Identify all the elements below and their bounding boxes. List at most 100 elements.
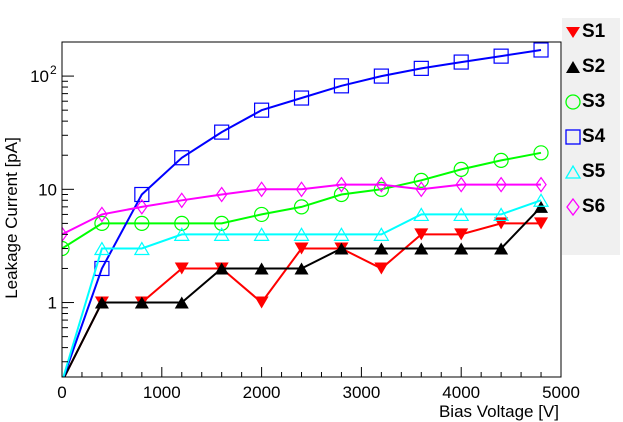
x-tick-label: 5000 [542,383,580,402]
data-point [415,181,428,198]
data-point [493,48,509,64]
legend-marker-s2 [566,61,580,73]
data-point [253,227,270,241]
data-point [373,68,389,84]
data-point [255,181,268,198]
data-point [493,152,509,169]
data-point [414,242,429,255]
data-point [94,215,110,231]
data-point [293,199,310,215]
data-point [134,296,149,309]
data-point [173,227,190,241]
legend-item-s1: S1 [562,18,620,48]
y-tick-label-exponent: 2 [50,63,57,77]
data-point [413,172,429,188]
data-point [454,228,469,241]
data-point [414,228,429,241]
data-point [136,198,148,215]
data-point [214,124,230,140]
data-point [295,181,308,198]
data-point [94,296,109,309]
data-point [254,206,270,223]
legend-label-s2: S2 [582,56,606,77]
data-point [213,227,230,241]
series-s5 [62,193,550,377]
data-point [254,262,269,275]
series-line-s6 [62,183,541,236]
data-point [174,262,189,275]
legend-marker-s3 [565,94,581,110]
data-point [493,207,510,222]
data-point [533,42,549,58]
data-point [374,262,389,275]
series-s3 [62,145,549,257]
data-point [413,207,430,222]
data-point [532,193,550,207]
data-point [453,54,469,70]
x-tick-label: 4000 [442,383,480,402]
data-point [134,215,150,231]
data-point [294,242,309,255]
legend-marker-s5 [564,164,582,179]
data-point [334,242,349,255]
plot-frame [61,41,562,378]
series-s6 [62,176,547,243]
data-point [494,242,509,255]
data-point [134,186,150,203]
legend-item-s4: S4 [562,123,620,153]
y-tick-label: 10 [30,67,49,86]
data-point [62,240,70,257]
data-point [533,145,549,161]
data-point [333,78,350,94]
data-point [254,296,269,309]
legend-marker-s4 [565,129,581,145]
data-point [254,102,270,118]
data-point [174,296,189,309]
legend-marker-s1 [566,27,580,38]
data-point [453,161,469,177]
data-point [535,176,547,193]
legend-item-s3: S3 [562,88,620,118]
data-point [373,227,390,241]
legend-label-s6: S6 [582,196,606,217]
data-point [375,176,388,193]
x-tick-label: 1000 [143,383,181,402]
series-line-s4 [62,49,542,377]
data-point [215,186,228,203]
data-point [96,206,108,223]
x-tick-label: 0 [57,383,66,402]
y-axis-label: Leakage Current [pA] [2,137,21,299]
series-s2 [63,200,549,377]
data-point [454,242,469,255]
data-point [373,181,389,197]
data-point [93,241,110,256]
legend-marker-s6 [566,197,580,217]
data-point [333,186,350,203]
data-point [62,226,68,243]
series-s4 [62,42,549,377]
data-point [293,227,310,241]
data-point [374,242,389,255]
x-axis-label: Bias Voltage [V] [439,402,559,421]
legend-item-s6: S6 [562,193,620,223]
legend-label-s5: S5 [582,161,606,182]
data-point [534,217,549,230]
data-point [214,215,230,231]
data-point [174,215,190,231]
y-tick-label: 10 [38,180,57,199]
data-point [495,176,507,193]
data-point [335,176,348,193]
legend-label-s3: S3 [582,91,606,112]
series-line-s3 [62,151,542,250]
data-point [455,176,467,193]
data-point [176,192,188,209]
data-point [453,207,470,222]
legend-item-s5: S5 [562,158,620,188]
data-point [214,262,229,275]
x-tick-label: 2000 [243,383,281,402]
series-line-s5 [62,199,542,377]
x-tick-label: 3000 [342,383,380,402]
